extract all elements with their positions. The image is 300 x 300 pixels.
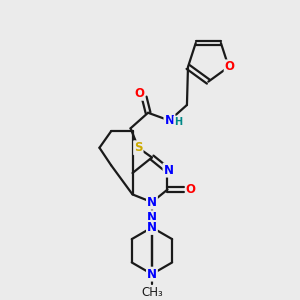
Text: N: N: [147, 221, 157, 234]
Text: O: O: [134, 87, 144, 100]
Text: O: O: [225, 60, 235, 74]
Text: N: N: [147, 196, 157, 209]
Text: N: N: [147, 211, 157, 224]
Text: S: S: [134, 141, 142, 154]
Text: O: O: [186, 183, 196, 196]
Text: N: N: [164, 164, 173, 177]
Text: H: H: [174, 116, 182, 127]
Text: CH₃: CH₃: [141, 286, 163, 299]
Text: N: N: [164, 114, 174, 127]
Text: N: N: [147, 268, 157, 281]
